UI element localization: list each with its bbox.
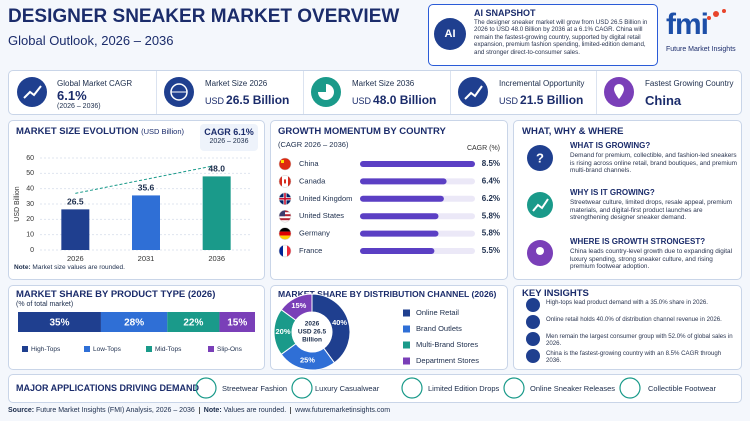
kpi-value: China — [645, 93, 682, 108]
chart-title: MARKET SIZE EVOLUTION — [16, 126, 139, 137]
panel-title: MAJOR APPLICATIONS DRIVING DEMAND — [16, 383, 200, 393]
insight-text: Online retail holds 40.0% of distributio… — [546, 316, 722, 323]
logo-mark: fmi — [666, 8, 709, 41]
item-text: Demand for premium, collectible, and fas… — [570, 152, 737, 175]
application: Collectible Footwear — [648, 384, 716, 393]
logo-dots — [707, 9, 726, 20]
kpi: Global Market CAGR 6.1% (2026 – 2036) — [9, 71, 156, 114]
application: Streetwear Fashion — [222, 384, 288, 393]
kpi-unit: USD — [499, 96, 519, 106]
chart-unit: (USD Billion) — [141, 127, 185, 136]
item-text: Streetwear culture, limited drops, resal… — [570, 199, 732, 222]
kpi-label: Market Size 2036 — [352, 79, 415, 88]
footer-url: www.futuremarketinsights.com — [295, 407, 391, 414]
callout-period: 2026 – 2036 — [209, 138, 249, 145]
kpi-label: Market Size 2026 — [205, 79, 268, 88]
insight-text: Men remain the largest consumer group wi… — [546, 333, 733, 347]
application: Luxury Casualwear — [315, 384, 380, 393]
footer: Source: Future Market Insights (FMI) Ana… — [8, 407, 390, 414]
footer-note: Values are rounded. — [223, 407, 287, 414]
chart-title: GROWTH MOMENTUM BY COUNTRY — [278, 126, 446, 137]
footer-label: Source: — [8, 407, 35, 414]
panel — [513, 285, 742, 370]
page-subtitle: Global Outlook, 2026 – 2036 — [8, 33, 174, 48]
chart-title: MARKET SHARE BY DISTRIBUTION CHANNEL (20… — [278, 289, 497, 299]
page-title: DESIGNER SNEAKER MARKET OVERVIEW — [8, 6, 400, 27]
item-text: China leads country-level growth due to … — [570, 248, 732, 271]
chart-subtitle: (% of total market) — [16, 301, 74, 308]
kpi-row: Global Market CAGR 6.1% (2026 – 2036) Ma… — [8, 70, 742, 115]
ai-icon: AI — [434, 18, 466, 50]
kpi-unit: USD — [205, 96, 225, 106]
kpi-value: USD 21.5 Billion — [499, 93, 583, 107]
item-title: WHERE IS GROWTH STRONGEST? — [570, 237, 706, 246]
callout-title: CAGR 6.1% — [204, 127, 254, 137]
panel-title: WHAT, WHY & WHERE — [522, 126, 624, 137]
kpi-number: 48.0 Billion — [373, 93, 437, 107]
ai-text: The designer sneaker market will grow fr… — [474, 19, 648, 56]
note-label: Note: — [14, 264, 31, 271]
item-title: WHY IS IT GROWING? — [570, 188, 655, 197]
kpi: Incremental Opportunity USD 21.5 Billion — [450, 71, 597, 114]
kpi-label: Global Market CAGR — [57, 79, 133, 88]
panel-title: MARKET SIZE EVOLUTION (USD Billion) — [16, 126, 184, 137]
panel-title: KEY INSIGHTS — [522, 288, 589, 299]
application: Limited Edition Drops — [428, 384, 500, 393]
insight-text: China is the fastest-growing country wit… — [546, 350, 722, 364]
ai-title: AI SNAPSHOT — [474, 8, 536, 18]
kpi-note: (2026 – 2036) — [57, 103, 101, 110]
chart-title: MARKET SHARE BY PRODUCT TYPE (2026) — [16, 289, 216, 300]
kpi-value: USD 48.0 Billion — [352, 93, 436, 107]
kpi-label: Fastest Growing Country — [645, 79, 734, 88]
kpi: Fastest Growing Country China — [596, 71, 742, 114]
chart-note: Note: Market size values are rounded. — [14, 264, 125, 271]
insight-text: High-tops lead product demand with a 35.… — [546, 299, 708, 306]
footer-label: Note: — [203, 407, 222, 414]
footer-source: Future Market Insights (FMI) Analysis, 2… — [36, 407, 195, 414]
kpi-number: 21.5 Billion — [520, 93, 584, 107]
kpi-number: 26.5 Billion — [226, 93, 290, 107]
note-text: Market size values are rounded. — [32, 264, 125, 271]
logo-name: Future Market Insights — [666, 46, 736, 53]
item-title: WHAT IS GROWING? — [570, 141, 651, 150]
kpi-unit: USD — [352, 96, 372, 106]
ai-snapshot: AI AI SNAPSHOT The designer sneaker mark… — [428, 4, 658, 66]
application: Online Sneaker Releases — [530, 384, 616, 393]
kpi: Market Size 2026 USD 26.5 Billion — [156, 71, 304, 114]
kpi-label: Incremental Opportunity — [499, 79, 585, 88]
kpi: Market Size 2036 USD 48.0 Billion — [303, 71, 451, 114]
kpi-value: USD 26.5 Billion — [205, 93, 289, 107]
kpi-value: 6.1% — [57, 88, 87, 103]
cagr-callout: CAGR 6.1% 2026 – 2036 — [200, 124, 258, 151]
chart-subtitle: (CAGR 2026 – 2036) — [278, 140, 349, 149]
